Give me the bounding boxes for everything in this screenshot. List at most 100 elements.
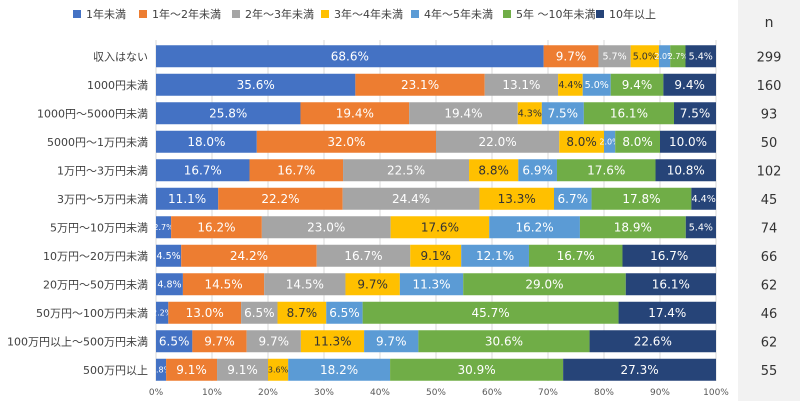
n-value: 160 [757, 79, 782, 94]
data-label: 9.7% [204, 335, 235, 349]
x-axis-ticks: 0% 10% 20% 30% 40% 50% 60% 70% 80% 90% 100% [149, 388, 729, 398]
category-label: 収入はない [93, 50, 148, 63]
category-label: 3万円～5万円未満 [57, 193, 148, 206]
bar-segment [246, 330, 301, 353]
bar-segment [518, 159, 557, 182]
data-label: 16.7% [344, 249, 382, 263]
legend-swatch [73, 10, 81, 18]
data-label: 24.2% [230, 249, 268, 263]
data-label: 10.8% [667, 164, 705, 178]
legend-label: 1年～2年未満 [152, 7, 221, 21]
category-label: 500万円以上 [83, 364, 148, 377]
bar-segment [674, 102, 716, 125]
legend-swatch [503, 10, 511, 18]
bar-segment [171, 216, 262, 239]
data-label: 9.4% [674, 78, 705, 92]
bar-segment [217, 358, 268, 381]
data-label: 29.0% [525, 278, 563, 292]
x-tick-label: 10% [202, 388, 222, 398]
data-label: 5.0% [633, 52, 657, 63]
data-label: 12.1% [476, 249, 514, 263]
n-value: 102 [757, 164, 782, 179]
bar-segment [469, 159, 519, 182]
bar-segment [410, 244, 462, 267]
n-value: 46 [761, 307, 778, 322]
gridlines [155, 40, 717, 381]
bar-segment [268, 358, 289, 381]
bar-segment [479, 187, 554, 210]
bar-segment [463, 273, 626, 296]
x-tick-label: 0% [149, 388, 164, 398]
bar-segment [461, 244, 529, 267]
bar-segment [660, 130, 716, 153]
bar-segment [589, 330, 716, 353]
data-label: 6.5% [159, 335, 190, 349]
category-labels: 収入はない 1000円未満 1000円～5000円未満 5000円～1万円未満 1万円～… [7, 50, 148, 377]
bar-segment [156, 130, 257, 153]
data-label: 17.6% [587, 164, 625, 178]
data-label: 11.1% [168, 192, 206, 206]
data-label: 8.0% [622, 135, 653, 149]
data-label: 3.6% [268, 366, 289, 375]
bar-segment [288, 358, 391, 381]
data-label: 18.0% [187, 135, 225, 149]
bar-segment [558, 73, 583, 96]
data-label: 23.1% [401, 78, 439, 92]
bar-segment [489, 216, 580, 239]
data-label: 22.0% [479, 135, 517, 149]
legend-label: 10年以上 [609, 7, 656, 21]
data-label: 23.0% [307, 221, 345, 235]
data-label: 11.3% [313, 335, 351, 349]
category-label: 10万円～20万円未満 [43, 250, 148, 263]
bar-segment [622, 244, 716, 267]
bar-segment [156, 216, 172, 239]
n-value: 93 [761, 107, 778, 122]
data-label: 17.6% [421, 221, 459, 235]
data-label: 8.7% [287, 306, 318, 320]
legend-swatch [321, 10, 329, 18]
data-label: 13.1% [502, 78, 540, 92]
bar-segment [156, 301, 169, 324]
data-label: 17.8% [622, 192, 660, 206]
data-label: 7.5% [548, 107, 579, 121]
x-tick-label: 20% [258, 388, 278, 398]
bar-segment [563, 358, 716, 381]
data-label: 6.7% [558, 192, 589, 206]
bar-segment [615, 130, 660, 153]
bar-segment [618, 301, 716, 324]
data-label: 35.6% [237, 78, 275, 92]
data-label: 9.7% [357, 278, 388, 292]
x-tick-label: 40% [370, 388, 390, 398]
data-label: 7.5% [680, 107, 711, 121]
category-label: 5万円～10万円未満 [50, 221, 148, 234]
bar-segment [579, 216, 686, 239]
bars: 68.6% 9.7% 5.7% 5.0%2.0%2.7% 5.4%35.6% 23.1% 1… [151, 45, 716, 381]
category-label: 1000円未満 [87, 79, 148, 92]
bar-segment [582, 73, 611, 96]
category-label: 20万円～50万円未満 [43, 278, 148, 291]
n-value: 55 [761, 364, 778, 379]
data-label: 9.1% [420, 249, 451, 263]
n-value: 45 [761, 193, 778, 208]
bar-segment [630, 45, 659, 68]
category-label: 1000円～5000円未満 [37, 107, 148, 120]
bar-segment [528, 244, 623, 267]
bar-segment [182, 273, 265, 296]
bar-segment [166, 358, 218, 381]
x-tick-label: 100% [703, 388, 729, 398]
legend-label: 2年～3年未満 [245, 7, 314, 21]
bar-segment [156, 273, 183, 296]
bar-segment [610, 73, 664, 96]
data-label: 25.8% [209, 107, 247, 121]
bar-segment [241, 301, 278, 324]
data-label: 10.0% [669, 135, 707, 149]
data-label: 5.7% [602, 52, 626, 63]
n-value: 62 [761, 335, 778, 350]
bar-segment [390, 358, 564, 381]
bar-segment [658, 45, 671, 68]
data-label: 5.0% [585, 80, 609, 91]
data-label: 9.4% [622, 78, 653, 92]
bar-segment [583, 102, 674, 125]
data-label: 45.7% [472, 306, 510, 320]
category-label: 50万円～100万円未満 [36, 307, 148, 320]
